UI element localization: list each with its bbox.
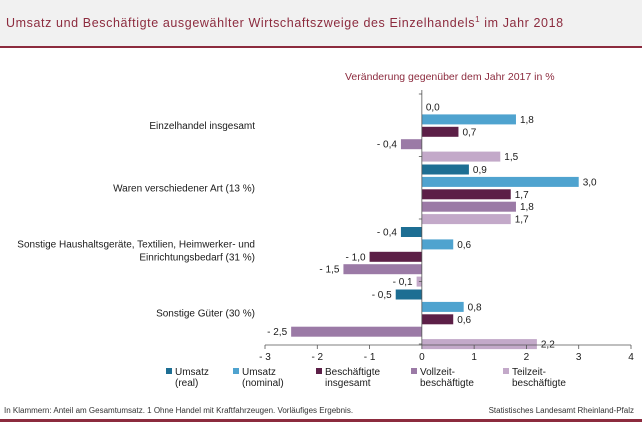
footnote: In Klammern: Anteil am Gesamtumsatz. 1 O…	[4, 406, 354, 415]
x-tick-label: - 3	[259, 352, 271, 363]
x-tick-label: 3	[576, 352, 582, 363]
legend-label: Umsatz	[242, 367, 276, 378]
legend-swatch	[316, 368, 322, 374]
data-label: 0,8	[468, 302, 482, 313]
data-label: - 0,4	[377, 228, 397, 239]
data-label: 3,0	[583, 177, 597, 188]
bar	[291, 326, 422, 337]
data-label: - 1,0	[346, 252, 366, 263]
data-label: - 2,5	[267, 327, 287, 338]
bar	[421, 314, 454, 325]
bar	[421, 201, 516, 212]
x-tick-label: - 1	[364, 352, 376, 363]
data-label: 0,6	[457, 315, 471, 326]
title-footnote-mark: 1	[475, 15, 481, 24]
legend-label: Teilzeit-	[512, 367, 546, 378]
legend-label: Umsatz	[175, 367, 209, 378]
data-label: 0,9	[473, 165, 487, 176]
data-label: 1,7	[515, 190, 529, 201]
data-label: - 1,5	[319, 265, 339, 276]
bar	[421, 151, 501, 162]
legend-swatch	[411, 368, 417, 374]
legend-label: Vollzeit-	[420, 367, 455, 378]
chart-subtitle: Veränderung gegenüber dem Jahr 2017 in %	[345, 71, 555, 83]
bar	[421, 126, 459, 137]
footer-rule	[0, 419, 642, 422]
data-label: 1,7	[515, 215, 529, 226]
data-label: - 0,5	[372, 290, 392, 301]
header-rule	[0, 46, 642, 48]
legend-swatch	[503, 368, 509, 374]
bar	[421, 301, 464, 312]
category-label: Einrichtungsbedarf (31 %)	[139, 252, 255, 263]
legend-label: insgesamt	[325, 378, 371, 389]
header-band: Umsatz und Beschäftigte ausgewählter Wir…	[0, 0, 642, 46]
legend-label: Beschäftigte	[325, 367, 380, 378]
legend-label: (real)	[175, 378, 198, 389]
bar	[421, 176, 579, 187]
chart-title-suffix: im Jahr 2018	[480, 16, 564, 31]
bar	[421, 339, 537, 350]
bar	[400, 227, 422, 237]
x-tick-label: - 2	[311, 352, 323, 363]
legend-label: (nominal)	[242, 378, 284, 389]
bar	[421, 189, 511, 200]
legend-swatch	[166, 368, 172, 374]
bar-chart: Einzelhandel insgesamt Waren verschiedene…	[17, 90, 634, 389]
bar	[421, 239, 454, 250]
data-label: 0,7	[462, 127, 476, 138]
bar	[369, 251, 422, 262]
bar	[421, 214, 511, 225]
bar	[343, 264, 422, 275]
data-label: 1,5	[504, 152, 518, 163]
data-label: 1,8	[520, 115, 534, 126]
legend-label: beschäftigte	[420, 378, 474, 389]
data-label: 0,6	[457, 240, 471, 251]
bar	[400, 139, 422, 150]
category-label: Sonstige Güter (30 %)	[156, 308, 255, 319]
chart-title-text: Umsatz und Beschäftigte ausgewählter Wir…	[6, 16, 476, 31]
source-note: Statistisches Landesamt Rheinland-Pfalz	[488, 406, 634, 415]
legend-swatch	[233, 368, 239, 374]
x-tick-label: 2	[524, 352, 530, 363]
x-tick-label: 1	[471, 352, 477, 363]
category-label: Waren verschiedener Art (13 %)	[113, 183, 255, 194]
chart-title: Umsatz und Beschäftigte ausgewählter Wir…	[6, 15, 564, 30]
x-tick-label: 4	[628, 352, 634, 363]
data-label: 1,8	[520, 202, 534, 213]
category-label: Einzelhandel insgesamt	[149, 121, 255, 132]
bar	[395, 289, 422, 300]
data-label: - 0,4	[377, 140, 397, 151]
bar	[421, 164, 469, 175]
category-label: Sonstige Haushaltsgeräte, Textilien, Hei…	[17, 239, 255, 250]
data-label: 0,0	[426, 103, 440, 114]
legend-label: beschäftigte	[512, 378, 566, 389]
data-label: - 0,1	[393, 277, 413, 288]
x-tick-label: 0	[419, 352, 425, 363]
bar	[421, 114, 516, 125]
